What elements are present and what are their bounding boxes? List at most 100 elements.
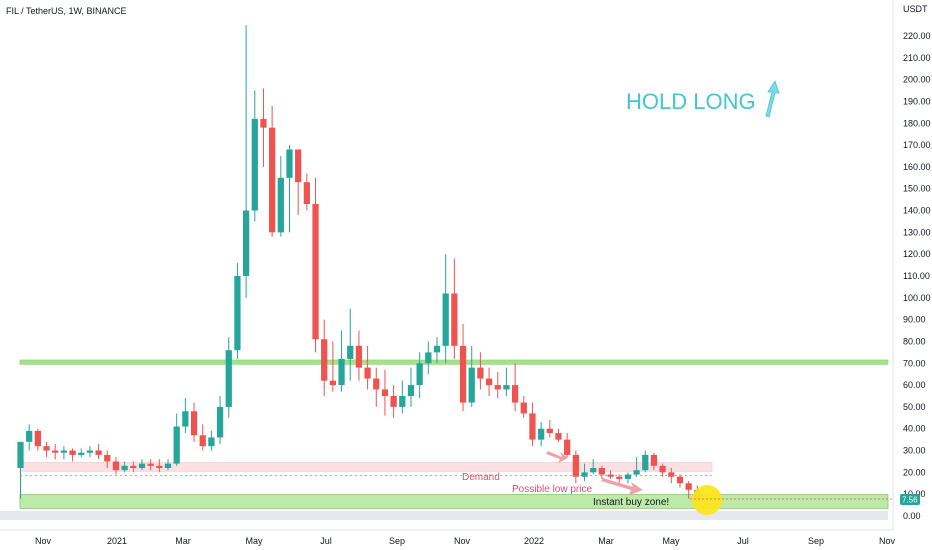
x-tick-label: May xyxy=(662,536,680,546)
candle-body xyxy=(190,411,198,436)
candle-body xyxy=(312,204,319,340)
candle-body xyxy=(616,476,623,479)
y-tick-label: 140.00 xyxy=(903,206,931,216)
candle-body xyxy=(503,385,510,390)
candle-body xyxy=(607,474,614,477)
y-tick-label: 40.00 xyxy=(903,424,926,434)
candle-body xyxy=(86,450,94,453)
buy-zone-marker xyxy=(692,485,722,515)
candle-body xyxy=(659,465,666,473)
candle-body xyxy=(650,454,658,466)
x-axis: Nov 2021 Mar May Jul Sep Nov 2022 Mar May Jul Sep No… xyxy=(35,536,896,546)
candle-body xyxy=(520,402,527,414)
candle-body xyxy=(234,276,241,351)
candle-body xyxy=(156,465,163,468)
candle-body xyxy=(633,470,640,475)
candle-body xyxy=(373,378,380,390)
candle-body xyxy=(52,450,59,453)
candle-body xyxy=(60,450,68,453)
candles xyxy=(17,25,710,503)
candle-body xyxy=(399,396,406,407)
x-tick-label: May xyxy=(245,536,263,546)
candle-body xyxy=(251,118,258,211)
candle-body xyxy=(355,345,363,368)
candle-body xyxy=(459,345,467,403)
chart-symbol-title: FIL / TetherUS, 1W, BINANCE xyxy=(6,6,127,16)
y-tick-label: 130.00 xyxy=(903,227,931,237)
candle-body xyxy=(511,385,519,403)
y-tick-label: 70.00 xyxy=(903,358,926,368)
candle-body xyxy=(138,463,146,468)
axis-currency-label: USDT xyxy=(903,4,928,14)
instant-buy-zone xyxy=(19,494,889,509)
y-tick-label: 0.00 xyxy=(903,511,921,521)
candle-body xyxy=(147,463,154,466)
candle-body xyxy=(182,411,189,427)
y-tick-label: 90.00 xyxy=(903,315,926,325)
candle-body xyxy=(173,426,180,464)
x-tick-label: Jul xyxy=(320,536,332,546)
candle-body xyxy=(598,468,605,475)
y-tick-label: 190.00 xyxy=(903,96,931,106)
x-tick-label: Sep xyxy=(389,536,405,546)
candle-body xyxy=(477,367,484,379)
candle-body xyxy=(295,149,302,183)
candle-body xyxy=(43,446,50,451)
y-tick-label: 80.00 xyxy=(903,336,926,346)
candle-body xyxy=(416,363,423,386)
candle-body xyxy=(34,430,41,447)
y-tick-label: 100.00 xyxy=(903,293,931,303)
x-tick-label: 2022 xyxy=(524,536,544,546)
candle-body xyxy=(442,293,449,346)
y-tick-label: 160.00 xyxy=(903,162,931,172)
candle-body xyxy=(425,352,432,364)
hold-long-arrow-icon xyxy=(765,80,780,118)
x-tick-label: Jul xyxy=(737,536,749,546)
candle-body xyxy=(164,463,172,468)
candle-body xyxy=(303,182,310,204)
candle-body xyxy=(95,450,102,455)
zones xyxy=(0,359,889,520)
instant-buy-zone-label: Instant buy zone! xyxy=(593,497,669,508)
candle-body xyxy=(104,454,111,462)
candle-body xyxy=(329,380,337,386)
candle-body xyxy=(564,439,571,455)
y-tick-label: 180.00 xyxy=(903,118,931,128)
y-tick-label: 220.00 xyxy=(903,31,931,41)
x-tick-label: 2021 xyxy=(107,536,127,546)
candle-body xyxy=(538,428,545,440)
y-tick-label: 110.00 xyxy=(903,271,930,281)
candle-body xyxy=(546,428,553,434)
candle-body xyxy=(624,474,632,479)
y-tick-label: 50.00 xyxy=(903,402,926,412)
x-tick-label: Nov xyxy=(454,536,471,546)
y-axis: 220.00 210.00 200.00 190.00 180.00 170.00 160.… xyxy=(903,31,931,521)
candle-body xyxy=(685,483,692,490)
demand-arrow-icon xyxy=(546,451,568,463)
candle-body xyxy=(69,450,76,455)
candle-body xyxy=(390,396,397,407)
candle-body xyxy=(433,345,441,353)
candle-body xyxy=(451,293,458,346)
x-tick-label: Mar xyxy=(598,536,614,546)
candle-body xyxy=(381,389,389,396)
candle-body xyxy=(242,210,250,276)
candle-body xyxy=(112,461,120,471)
candle-body xyxy=(121,465,128,471)
candle-body xyxy=(225,350,232,407)
y-tick-label: 210.00 xyxy=(903,53,931,63)
y-tick-label: 120.00 xyxy=(903,249,931,259)
x-tick-label: Nov xyxy=(35,536,52,546)
y-tick-label: 60.00 xyxy=(903,380,926,390)
y-tick-label: 150.00 xyxy=(903,184,931,194)
candle-body xyxy=(485,378,493,386)
y-tick-label: 20.00 xyxy=(903,467,926,477)
candle-body xyxy=(676,476,684,484)
candle-body xyxy=(572,454,579,477)
candle-body xyxy=(581,472,588,477)
candle-body xyxy=(78,452,85,455)
y-tick-label: 200.00 xyxy=(903,75,931,85)
candle-body xyxy=(216,406,224,438)
